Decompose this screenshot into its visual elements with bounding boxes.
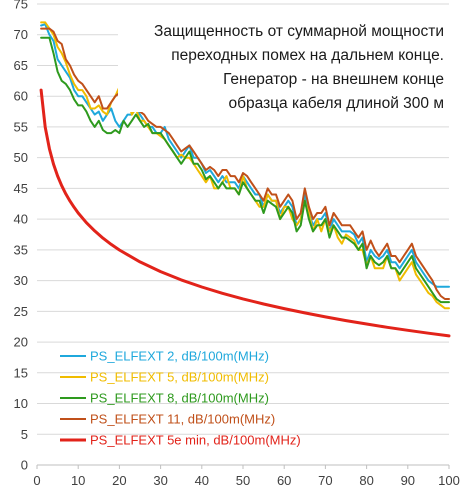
- x-tick-label: 70: [318, 473, 332, 488]
- y-tick-label: 65: [14, 58, 28, 73]
- x-tick-label: 60: [277, 473, 291, 488]
- y-axis-ticks: 0 5 10 15 20 25 30 35 40 45 50 55 60 65 70 75: [14, 0, 28, 473]
- title-line: Генератор - на внешнем конце: [223, 71, 444, 88]
- title-background: [118, 12, 450, 112]
- series-line-5: [39, 88, 451, 338]
- x-tick-label: 40: [195, 473, 209, 488]
- y-tick-label: 35: [14, 242, 28, 257]
- x-tick-label: 100: [438, 473, 460, 488]
- y-tick-label: 45: [14, 181, 28, 196]
- title-line: Защищенность от суммарной мощности: [154, 23, 444, 40]
- series-line-3: [40, 36, 450, 304]
- x-tick-label: 50: [236, 473, 250, 488]
- y-tick-label: 0: [21, 458, 28, 473]
- series-line-2: [40, 21, 450, 310]
- y-tick-label: 55: [14, 119, 28, 134]
- y-tick-label: 60: [14, 89, 28, 104]
- legend-label: PS_ELFEXT 5, dB/100m(MHz): [90, 370, 269, 385]
- x-tick-label: 90: [401, 473, 415, 488]
- y-tick-label: 15: [14, 365, 28, 380]
- y-tick-label: 50: [14, 150, 28, 165]
- y-tick-label: 5: [21, 427, 28, 442]
- legend: PS_ELFEXT 2, dB/100m(MHz) PS_ELFEXT 5, dB…: [60, 349, 301, 448]
- y-tick-label: 75: [14, 0, 28, 12]
- series-lines: [39, 21, 451, 338]
- y-tick-label: 10: [14, 396, 28, 411]
- title-line: переходных помех на дальнем конце.: [171, 47, 444, 64]
- y-tick-label: 40: [14, 212, 28, 227]
- x-tick-label: 80: [359, 473, 373, 488]
- y-tick-label: 70: [14, 27, 28, 42]
- x-tick-label: 30: [153, 473, 167, 488]
- chart-title: Защищенность от суммарной мощности перехо…: [154, 23, 444, 112]
- x-tick-label: 0: [33, 473, 40, 488]
- x-tick-label: 10: [71, 473, 85, 488]
- legend-label: PS_ELFEXT 8, dB/100m(MHz): [90, 391, 269, 406]
- y-tick-label: 25: [14, 304, 28, 319]
- x-axis-ticks: 0 10 20 30 40 50 60 70 80 90 100: [33, 465, 460, 488]
- title-line: образца кабеля длиной 300 м: [229, 95, 445, 112]
- x-tick-label: 20: [112, 473, 126, 488]
- legend-label: PS_ELFEXT 11, dB/100m(MHz): [90, 412, 275, 427]
- legend-label: PS_ELFEXT 5e min, dB/100m(MHz): [90, 433, 301, 448]
- y-tick-label: 30: [14, 273, 28, 288]
- y-tick-label: 20: [14, 335, 28, 350]
- series-line-4: [40, 27, 450, 300]
- legend-label: PS_ELFEXT 2, dB/100m(MHz): [90, 349, 269, 364]
